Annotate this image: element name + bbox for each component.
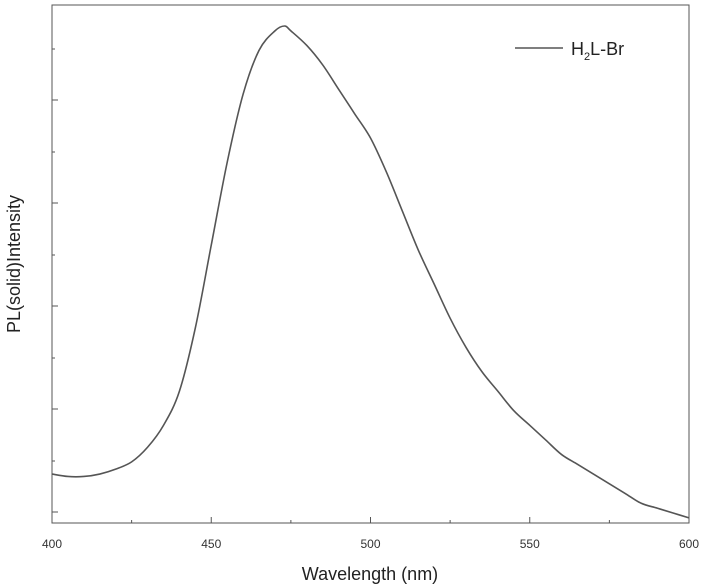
- plot-frame: [52, 5, 689, 523]
- x-tick-label: 550: [520, 537, 540, 551]
- x-axis-ticks: [52, 517, 689, 523]
- x-axis-tick-labels: 400 450 500 550 600: [42, 537, 699, 551]
- x-axis-title: Wavelength (nm): [302, 564, 438, 584]
- x-tick-label: 600: [679, 537, 699, 551]
- legend: H2L-Br: [515, 39, 624, 63]
- y-axis-title: PL(solid)Intensity: [4, 195, 24, 333]
- y-axis-ticks: [52, 49, 58, 512]
- x-tick-label: 400: [42, 537, 62, 551]
- legend-label: H2L-Br: [571, 39, 624, 63]
- x-tick-label: 500: [360, 537, 380, 551]
- x-tick-label: 450: [201, 537, 221, 551]
- series-line-h2l-br: [52, 26, 689, 518]
